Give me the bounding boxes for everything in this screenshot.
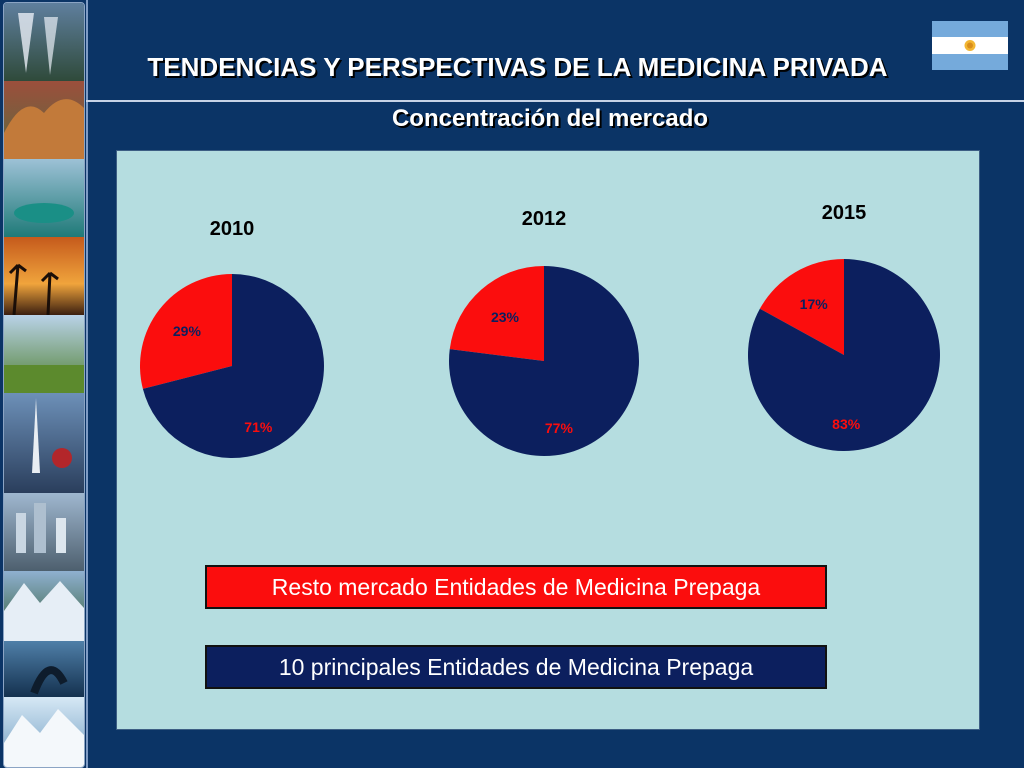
slice-label: 29% <box>173 323 202 339</box>
slice-resto <box>139 274 232 389</box>
pie-title: 2012 <box>522 208 567 230</box>
pie-title: 2015 <box>822 202 867 224</box>
slice-top10 <box>449 266 640 456</box>
slice-label: 17% <box>800 296 829 312</box>
landscape-photos-image <box>4 3 84 767</box>
pie-2010: 2010 29% 71% <box>139 218 324 458</box>
photo-strip <box>3 2 85 768</box>
chart-panel: 2010 29% 71% 2012 23% 77% 2015 17% 83% <box>116 150 980 730</box>
slice-label: 23% <box>491 309 520 325</box>
legend-item-top10: 10 principales Entidades de Medicina Pre… <box>205 645 827 689</box>
slide-subtitle: Concentración del mercado <box>391 105 709 132</box>
legend-item-resto: Resto mercado Entidades de Medicina Prep… <box>205 565 827 609</box>
slice-top10 <box>747 259 940 451</box>
slice-label: 71% <box>244 419 273 435</box>
strip-divider <box>86 0 88 768</box>
pie-title: 2010 <box>210 218 255 240</box>
slice-label: 77% <box>545 420 574 436</box>
slice-label: 83% <box>832 416 861 432</box>
slide-title: TENDENCIAS Y PERSPECTIVAS DE LA MEDICINA… <box>147 52 888 82</box>
slice-resto <box>759 259 844 355</box>
argentina-flag-icon <box>932 21 1008 70</box>
pie-charts: 2010 29% 71% 2012 23% 77% 2015 17% 83% <box>139 202 940 458</box>
title-rule <box>86 100 1024 102</box>
slice-top10 <box>142 274 324 458</box>
pie-2012: 2012 23% 77% <box>449 208 640 456</box>
slice-resto <box>449 266 544 361</box>
pie-2015: 2015 17% 83% <box>747 202 940 451</box>
